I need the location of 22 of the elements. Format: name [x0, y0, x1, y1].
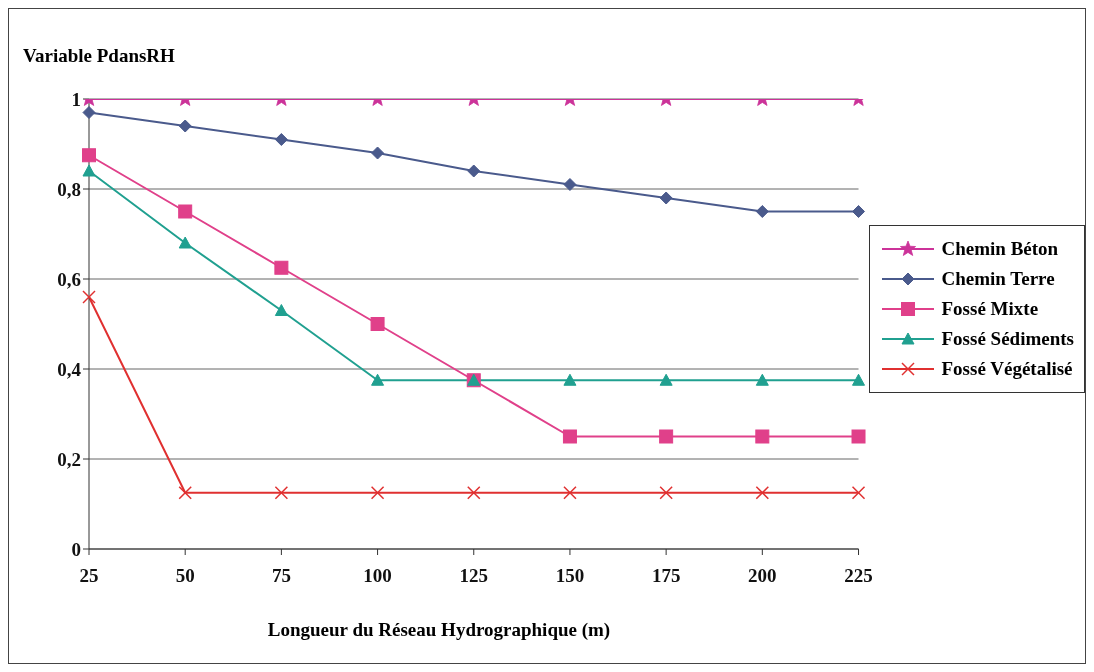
y-tick-label: 0,6	[57, 268, 81, 290]
legend-label: Chemin Béton	[941, 238, 1059, 260]
legend-label: Fossé Sédiments	[941, 328, 1074, 350]
y-tick-label: 1	[71, 88, 81, 110]
y-tick-label: 0,8	[57, 178, 81, 200]
x-tick-label: 200	[748, 565, 777, 587]
x-tick-label: 100	[363, 565, 392, 587]
y-tick-label: 0,4	[57, 358, 82, 380]
legend-label: Fossé Mixte	[941, 298, 1039, 320]
y-tick-label: 0,2	[57, 448, 81, 470]
x-tick-label: 75	[271, 565, 291, 587]
y-tick-label: 0	[71, 538, 81, 560]
legend-label: Chemin Terre	[941, 268, 1055, 290]
x-tick-label: 150	[555, 565, 585, 587]
x-tick-label: 25	[79, 565, 99, 587]
x-tick-label: 225	[844, 565, 873, 587]
y-axis-title: Variable PdansRH	[23, 45, 175, 67]
legend-label: Fossé Végétalisé	[941, 358, 1073, 380]
x-axis-title: Longueur du Réseau Hydrographique (m)	[266, 619, 612, 641]
x-tick-label: 125	[459, 565, 489, 587]
x-tick-label: 175	[651, 565, 681, 587]
x-tick-label: 50	[175, 565, 195, 587]
